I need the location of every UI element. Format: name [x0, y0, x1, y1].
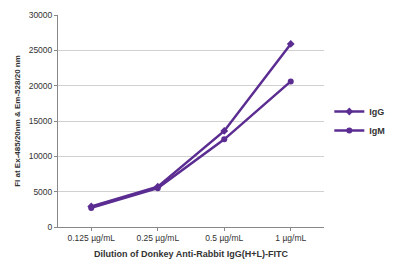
svg-text:Dilution of Donkey Anti-Rabbit: Dilution of Donkey Anti-Rabbit IgG(H+L)-…: [94, 249, 288, 259]
svg-text:10000: 10000: [29, 151, 53, 161]
svg-text:15000: 15000: [29, 116, 53, 126]
svg-text:5000: 5000: [33, 187, 52, 197]
svg-text:IgG: IgG: [369, 107, 384, 117]
svg-text:IgM: IgM: [369, 126, 385, 136]
svg-text:FI at Ex-485/20nm & Em-528/20: FI at Ex-485/20nm & Em-528/20 nm: [13, 55, 22, 187]
svg-text:0: 0: [48, 222, 53, 232]
svg-text:20000: 20000: [29, 81, 53, 91]
svg-text:1 µg/mL: 1 µg/mL: [275, 233, 306, 243]
svg-text:30000: 30000: [29, 10, 53, 20]
svg-text:0.125 µg/mL: 0.125 µg/mL: [68, 233, 116, 243]
svg-text:25000: 25000: [29, 45, 53, 55]
svg-text:0.5 µg/mL: 0.5 µg/mL: [205, 233, 243, 243]
svg-text:0.25 µg/mL: 0.25 µg/mL: [136, 233, 179, 243]
